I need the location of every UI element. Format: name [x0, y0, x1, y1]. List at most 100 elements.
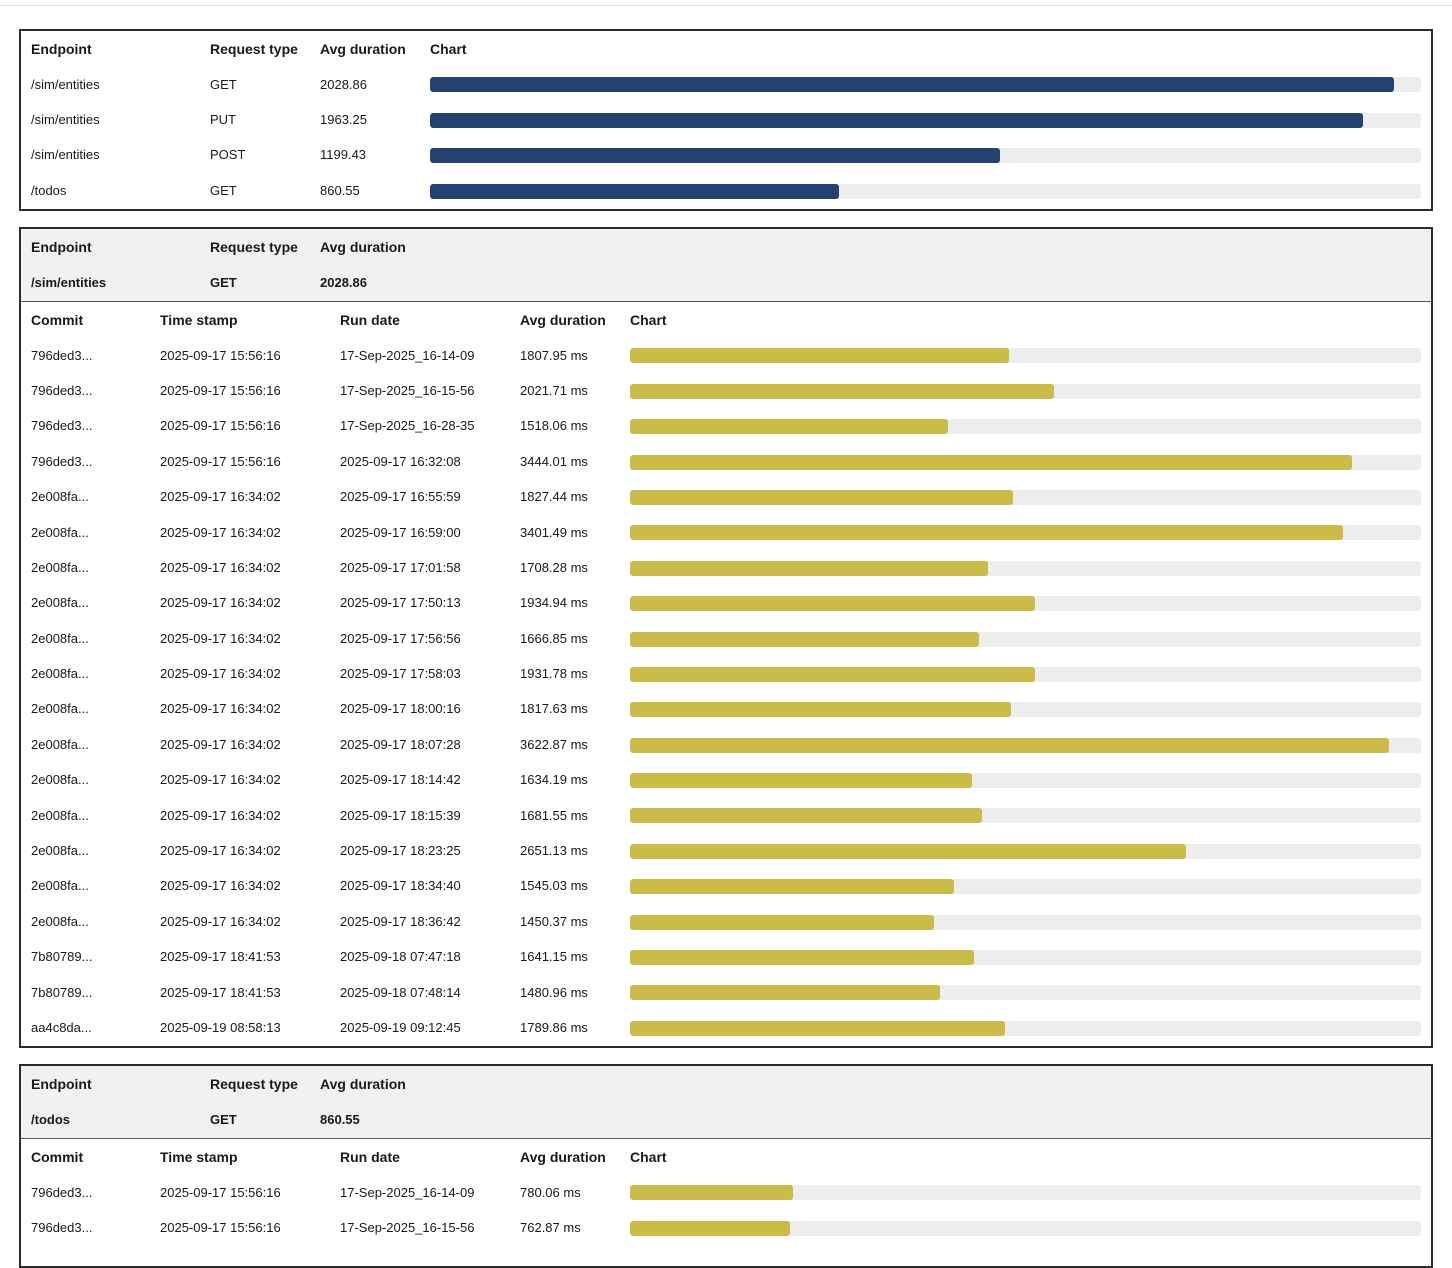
commit-cell: 2e008fa...	[31, 630, 89, 646]
duration-bar	[630, 879, 954, 895]
table-row[interactable]: 7b80789... 2025-09-17 18:41:53 2025-09-18 …	[21, 974, 1431, 1009]
table-row[interactable]: 2e008fa... 2025-09-17 16:34:02 2025-09-17 …	[21, 550, 1431, 585]
duration-bar	[630, 1220, 790, 1236]
avg-duration-cell: 1641.15 ms	[520, 949, 588, 965]
timestamp-cell: 2025-09-17 16:34:02	[160, 807, 281, 823]
duration-bar-track	[630, 596, 1421, 612]
detail-panel: Endpoint Request type Avg duration /sim/…	[19, 227, 1433, 1048]
column-commit: Commit	[31, 1148, 84, 1165]
table-row[interactable]: 2e008fa... 2025-09-17 16:34:02 2025-09-17 …	[21, 868, 1431, 903]
request-type-cell: GET	[210, 182, 237, 198]
detail-head-endpoint-label: Endpoint	[31, 1075, 92, 1092]
timestamp-cell: 2025-09-17 16:34:02	[160, 878, 281, 894]
run-date-cell: 17-Sep-2025_16-28-35	[340, 418, 475, 434]
request-type-cell: POST	[210, 147, 246, 163]
table-row[interactable]: 2e008fa... 2025-09-17 16:34:02 2025-09-17 …	[21, 514, 1431, 549]
timestamp-cell: 2025-09-17 16:34:02	[160, 772, 281, 788]
run-date-cell: 17-Sep-2025_16-14-09	[340, 1184, 475, 1200]
commit-cell: 796ded3...	[31, 1219, 93, 1235]
run-date-cell: 2025-09-19 09:12:45	[340, 1020, 461, 1035]
duration-bar-track	[630, 702, 1421, 718]
duration-bar	[630, 1185, 794, 1201]
detail-columns-header: Commit Time stamp Run date Avg duration …	[21, 1139, 1431, 1174]
duration-bar	[630, 985, 941, 1001]
column-commit: Commit	[31, 311, 84, 328]
detail-panel: Endpoint Request type Avg duration /todo…	[19, 1064, 1433, 1268]
summary-header-endpoint: Endpoint	[31, 40, 92, 57]
table-row[interactable]: 2e008fa... 2025-09-17 16:34:02 2025-09-17 …	[21, 585, 1431, 620]
run-date-cell: 2025-09-17 18:36:42	[340, 913, 461, 929]
duration-bar-track	[630, 383, 1421, 399]
table-row[interactable]: 2e008fa... 2025-09-17 16:34:02 2025-09-17 …	[21, 904, 1431, 939]
table-row[interactable]: 7b80789... 2025-09-17 18:41:53 2025-09-18 …	[21, 939, 1431, 974]
duration-bar-track	[430, 183, 1421, 199]
duration-bar	[630, 560, 988, 576]
commit-cell: 2e008fa...	[31, 489, 89, 505]
detail-head-request-type: GET	[210, 1111, 237, 1127]
duration-bar	[630, 383, 1054, 399]
avg-duration-cell: 1666.85 ms	[520, 630, 588, 646]
detail-head-values: /sim/entities GET 2028.86	[21, 264, 1431, 299]
duration-bar	[430, 183, 840, 199]
table-row[interactable]: 2e008fa... 2025-09-17 16:34:02 2025-09-17 …	[21, 727, 1431, 762]
duration-bar	[430, 112, 1364, 128]
column-run-date: Run date	[340, 1148, 400, 1165]
commit-cell: aa4c8da...	[31, 1020, 92, 1035]
summary-header-request-type: Request type	[210, 40, 298, 57]
column-timestamp: Time stamp	[160, 311, 238, 328]
table-row[interactable]: 2e008fa... 2025-09-17 16:34:02 2025-09-17 …	[21, 833, 1431, 868]
table-row[interactable]: /sim/entities GET 2028.86	[21, 66, 1431, 101]
timestamp-cell: 2025-09-17 15:56:16	[160, 453, 281, 469]
table-row[interactable]: 796ded3... 2025-09-17 15:56:16 17-Sep-2025…	[21, 1210, 1431, 1245]
avg-duration-cell: 2021.71 ms	[520, 382, 588, 398]
table-row[interactable]: 2e008fa... 2025-09-17 16:34:02 2025-09-17 …	[21, 797, 1431, 832]
duration-bar	[630, 773, 973, 789]
table-row[interactable]: 796ded3... 2025-09-17 15:56:16 17-Sep-2025…	[21, 373, 1431, 408]
timestamp-cell: 2025-09-17 16:34:02	[160, 666, 281, 682]
table-row[interactable]: 2e008fa... 2025-09-17 16:34:02 2025-09-17 …	[21, 479, 1431, 514]
table-row[interactable]: /sim/entities PUT 1963.25	[21, 102, 1431, 137]
request-type-cell: GET	[210, 76, 237, 92]
table-row[interactable]: 796ded3... 2025-09-17 15:56:16 17-Sep-2025…	[21, 408, 1431, 443]
commit-cell: 2e008fa...	[31, 807, 89, 823]
summary-header-row: Endpoint Request type Avg duration Chart	[21, 31, 1431, 66]
detail-panel-head[interactable]: Endpoint Request type Avg duration /todo…	[21, 1066, 1431, 1139]
duration-bar	[630, 454, 1352, 470]
avg-duration-cell: 2028.86	[320, 76, 367, 92]
detail-panel-head[interactable]: Endpoint Request type Avg duration /sim/…	[21, 229, 1431, 302]
summary-rows: /sim/entities GET 2028.86/sim/entities PUT 1…	[21, 66, 1431, 208]
avg-duration-cell: 860.55	[320, 182, 360, 198]
run-date-cell: 2025-09-17 16:32:08	[340, 453, 461, 469]
table-row[interactable]: 796ded3... 2025-09-17 15:56:16 2025-09-17 …	[21, 444, 1431, 479]
duration-bar	[630, 631, 980, 647]
table-row[interactable]: /todos GET 860.55	[21, 173, 1431, 208]
run-date-cell: 2025-09-17 18:15:39	[340, 807, 461, 823]
summary-header-avg-duration: Avg duration	[320, 40, 406, 57]
duration-bar	[630, 737, 1390, 753]
avg-duration-cell: 2651.13 ms	[520, 843, 588, 859]
timestamp-cell: 2025-09-17 18:41:53	[160, 984, 281, 1000]
detail-head-request-type-label: Request type	[210, 1075, 298, 1092]
duration-bar	[630, 489, 1013, 505]
duration-bar-track	[630, 525, 1421, 541]
column-avg-duration: Avg duration	[520, 311, 606, 328]
table-row[interactable]: 2e008fa... 2025-09-17 16:34:02 2025-09-17 …	[21, 762, 1431, 797]
table-row[interactable]: aa4c8da... 2025-09-19 08:58:13 2025-09-19 …	[21, 1010, 1431, 1045]
column-timestamp: Time stamp	[160, 1148, 238, 1165]
run-date-cell: 2025-09-17 17:01:58	[340, 559, 461, 575]
column-avg-duration: Avg duration	[520, 1148, 606, 1165]
table-row[interactable]: 2e008fa... 2025-09-17 16:34:02 2025-09-17 …	[21, 656, 1431, 691]
commit-cell: 2e008fa...	[31, 772, 89, 788]
duration-bar	[630, 596, 1036, 612]
run-date-cell: 2025-09-17 16:55:59	[340, 489, 461, 505]
table-row[interactable]: 2e008fa... 2025-09-17 16:34:02 2025-09-17 …	[21, 691, 1431, 726]
table-row[interactable]: 2e008fa... 2025-09-17 16:34:02 2025-09-17 …	[21, 621, 1431, 656]
detail-rows: 796ded3... 2025-09-17 15:56:16 17-Sep-2025…	[21, 337, 1431, 1045]
timestamp-cell: 2025-09-17 16:34:02	[160, 630, 281, 646]
endpoint-cell: /sim/entities	[31, 76, 100, 92]
table-row[interactable]: 796ded3... 2025-09-17 15:56:16 17-Sep-2025…	[21, 337, 1431, 372]
duration-bar-track	[630, 914, 1421, 930]
table-row[interactable]: 796ded3... 2025-09-17 15:56:16 17-Sep-2025…	[21, 1174, 1431, 1209]
table-row[interactable]: /sim/entities POST 1199.43	[21, 137, 1431, 172]
avg-duration-cell: 3444.01 ms	[520, 453, 588, 469]
